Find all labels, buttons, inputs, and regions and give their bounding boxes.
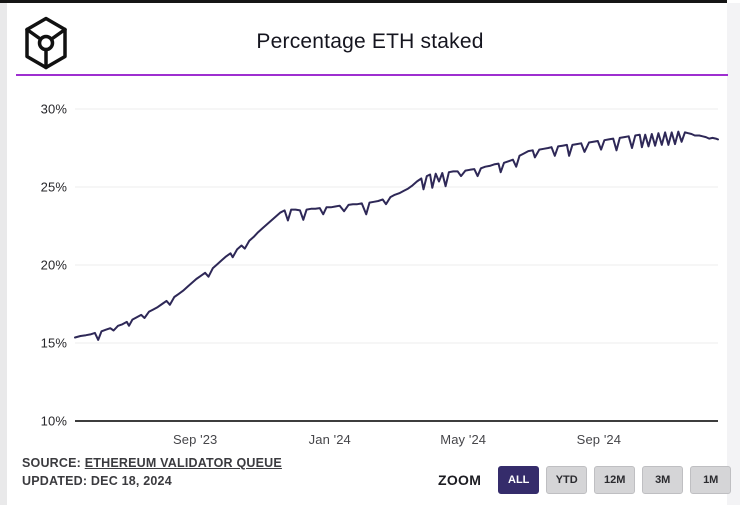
zoom-label: ZOOM <box>438 472 482 488</box>
right-margin <box>727 3 740 505</box>
zoom-controls: ZOOM ALL YTD 12M 3M 1M <box>438 466 732 494</box>
series-line <box>74 130 719 341</box>
x-axis-label: May '24 <box>440 432 487 447</box>
zoom-range-button-12m[interactable]: 12M <box>594 466 636 494</box>
source-link[interactable]: ETHEREUM VALIDATOR QUEUE <box>84 456 282 470</box>
left-margin <box>0 3 7 505</box>
zoom-range-button-3m[interactable]: 3M <box>642 466 684 494</box>
accent-divider <box>16 74 728 76</box>
zoom-range-button-1m[interactable]: 1M <box>690 466 732 494</box>
source-line: SOURCE: ETHEREUM VALIDATOR QUEUE <box>22 454 282 472</box>
source-block: SOURCE: ETHEREUM VALIDATOR QUEUE UPDATED… <box>22 454 282 490</box>
y-axis-label: 30% <box>40 101 67 117</box>
y-axis-label: 15% <box>40 335 67 351</box>
x-axis-label: Jan '24 <box>308 432 351 447</box>
y-axis-label: 25% <box>40 179 67 195</box>
y-axis-label: 20% <box>40 257 67 273</box>
updated-line: UPDATED: DEC 18, 2024 <box>22 474 172 488</box>
source-label: SOURCE: <box>22 456 82 470</box>
zoom-button-group: ALL YTD 12M 3M 1M <box>491 466 732 494</box>
zoom-range-button-all[interactable]: ALL <box>498 466 540 494</box>
y-axis-label: 10% <box>40 413 67 429</box>
top-border <box>0 0 727 3</box>
zoom-range-button-ytd[interactable]: YTD <box>546 466 588 494</box>
x-axis-label: Sep '23 <box>173 432 218 447</box>
cube-logo-icon <box>21 15 71 71</box>
page-title: Percentage ETH staked <box>256 30 484 53</box>
x-axis-label: Sep '24 <box>576 432 622 447</box>
